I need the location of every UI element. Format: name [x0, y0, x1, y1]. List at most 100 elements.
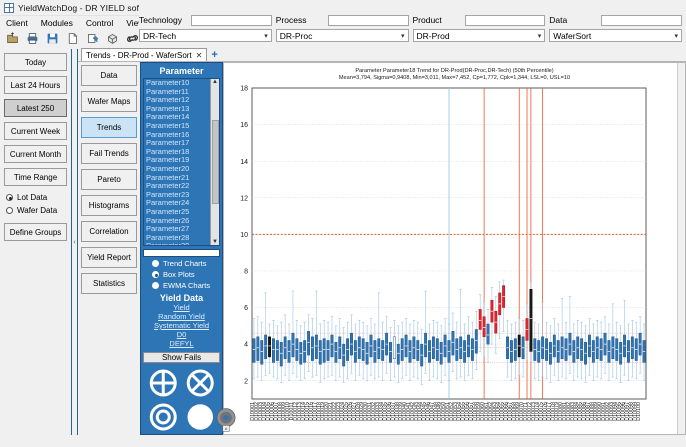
module-button-correlation[interactable]: Correlation [81, 221, 137, 242]
ring-wafer-icon[interactable] [147, 402, 180, 432]
svg-text:D10055: D10055 [461, 402, 467, 421]
menu-item-modules[interactable]: Modules [40, 17, 73, 28]
radio-wafer-data-label: Wafer Data [17, 206, 58, 215]
process-filter-input[interactable] [327, 14, 409, 26]
svg-text:D10005: D10005 [266, 402, 272, 421]
svg-text:D10081: D10081 [562, 402, 568, 421]
radio-lot-data[interactable]: Lot Data [6, 191, 67, 204]
module-button-pareto[interactable]: Pareto [81, 169, 137, 190]
copy-icon[interactable] [64, 31, 81, 47]
add-tab-icon[interactable]: + [211, 49, 218, 61]
module-button-trends[interactable]: Trends [81, 117, 137, 138]
show-fails-button[interactable]: Show Fails [143, 352, 220, 363]
svg-text:D10046: D10046 [426, 402, 432, 421]
paste-icon[interactable] [84, 31, 101, 47]
module-button-data[interactable]: Data [81, 65, 137, 86]
x-wafer-icon[interactable] [184, 368, 217, 398]
time-range-button[interactable]: Time Range [4, 168, 67, 186]
today-button[interactable]: Today [4, 53, 67, 71]
list-item[interactable]: Parameter22 [146, 181, 190, 191]
scrollbar-thumb[interactable] [211, 120, 219, 204]
parameter-list-scrollbar[interactable]: ▲ ▼ [210, 79, 219, 245]
technology-combo[interactable]: DR-Tech ▾ [139, 29, 272, 42]
link-defyl[interactable]: DEFYL [169, 339, 194, 348]
list-item[interactable]: Parameter13 [146, 103, 190, 113]
link-icon[interactable] [124, 31, 141, 47]
module-button-yield-report[interactable]: Yield Report [81, 247, 137, 268]
product-combo[interactable]: DR-Prod ▾ [412, 29, 546, 42]
cube-icon[interactable] [104, 31, 121, 47]
boxplot-chart[interactable]: 24681012141618D10001D10002D10003D10004D1… [224, 82, 662, 447]
list-item[interactable]: Parameter17 [146, 138, 190, 148]
link-random-yield[interactable]: Random Yield [158, 312, 205, 321]
menu-item-view[interactable]: View [126, 17, 145, 28]
list-item[interactable]: Parameter28 [146, 232, 190, 242]
link-systematic-yield[interactable]: Systematic Yield [153, 321, 210, 330]
selector-label-technology: Technology [139, 15, 183, 25]
radio-trend-charts[interactable]: Trend Charts [152, 259, 220, 268]
save-icon[interactable] [44, 31, 61, 47]
process-combo[interactable]: DR-Proc ▾ [275, 29, 409, 42]
list-item[interactable]: Parameter20 [146, 163, 190, 173]
svg-text:D10002: D10002 [254, 402, 260, 421]
list-item[interactable]: Parameter15 [146, 120, 190, 130]
current-month-button[interactable]: Current Month [4, 145, 67, 163]
list-item[interactable]: Parameter24 [146, 198, 190, 208]
product-filter-input[interactable] [464, 14, 546, 26]
list-item[interactable]: Parameter27 [146, 224, 190, 234]
radio-ewma-charts[interactable]: EWMA Charts [152, 281, 220, 290]
data-filter-input[interactable] [601, 14, 682, 26]
list-item[interactable]: Parameter16 [146, 129, 190, 139]
radio-wafer-data[interactable]: Wafer Data [6, 204, 67, 217]
scroll-down-icon[interactable]: ▼ [212, 239, 218, 245]
tab-close-icon[interactable]: ✕ [195, 50, 203, 60]
list-item[interactable]: Parameter29 [146, 242, 210, 245]
svg-text:D10066: D10066 [504, 402, 510, 421]
svg-text:D10004: D10004 [262, 402, 268, 421]
list-item[interactable]: Parameter23 [146, 189, 190, 199]
last-24-hours-button[interactable]: Last 24 Hours [4, 76, 67, 94]
print-icon[interactable] [24, 31, 41, 47]
technology-filter-input[interactable] [191, 14, 272, 26]
module-button-statistics[interactable]: Statistics [81, 273, 137, 294]
svg-text:D10082: D10082 [566, 402, 572, 421]
module-button-histograms[interactable]: Histograms [81, 195, 137, 216]
list-item[interactable]: Parameter12 [146, 95, 190, 105]
open-folder-icon[interactable] [4, 31, 21, 47]
svg-text:D10049: D10049 [437, 402, 443, 421]
module-button-wafer-maps[interactable]: Wafer Maps [81, 91, 137, 112]
radio-box-plots[interactable]: Box Plots [152, 270, 220, 279]
menu-item-client[interactable]: Client [6, 17, 28, 28]
chart-vertical-scrollbar[interactable] [677, 63, 685, 434]
blank-wafer-icon[interactable] [184, 402, 217, 432]
current-week-button[interactable]: Current Week [4, 122, 67, 140]
list-item[interactable]: Parameter19 [146, 155, 190, 165]
svg-text:D10024: D10024 [340, 402, 346, 421]
crosshair-wafer-icon[interactable] [147, 368, 180, 398]
panel-splitter[interactable]: ‹ [71, 49, 78, 435]
scroll-up-icon[interactable]: ▲ [212, 79, 218, 85]
svg-text:D10070: D10070 [519, 402, 525, 421]
compass-widget[interactable]: A [213, 406, 239, 432]
latest-250-button[interactable]: Latest 250 [4, 99, 67, 117]
svg-text:D10032: D10032 [371, 402, 377, 421]
list-item[interactable]: Parameter10 [146, 79, 190, 87]
list-item[interactable]: Parameter21 [146, 172, 190, 182]
data-combo[interactable]: WaferSort ▾ [549, 29, 682, 42]
parameter-list[interactable]: Parameter10 Parameter11 Parameter12 Para… [143, 78, 220, 246]
tab-trends[interactable]: Trends - DR-Prod - WaferSort ✕ [81, 48, 208, 61]
list-item[interactable]: Parameter18 [146, 146, 190, 156]
module-button-fail-trends[interactable]: Fail Trends [81, 143, 137, 164]
list-item[interactable]: Parameter26 [146, 215, 190, 225]
define-groups-button[interactable]: Define Groups [4, 223, 67, 241]
list-item[interactable]: Parameter14 [146, 112, 190, 122]
link-yield[interactable]: Yield [173, 303, 190, 312]
list-item[interactable]: Parameter11 [146, 86, 189, 96]
menu-item-control[interactable]: Control [85, 17, 114, 28]
list-item[interactable]: Parameter25 [146, 206, 190, 216]
svg-text:D10017: D10017 [312, 402, 318, 421]
selector-strip: Technology DR-Tech ▾ Process DR-Proc ▾ P… [139, 0, 686, 45]
parameter-search-input[interactable] [143, 249, 220, 257]
link-d0[interactable]: D0 [176, 330, 187, 339]
svg-text:D10064: D10064 [496, 402, 502, 421]
